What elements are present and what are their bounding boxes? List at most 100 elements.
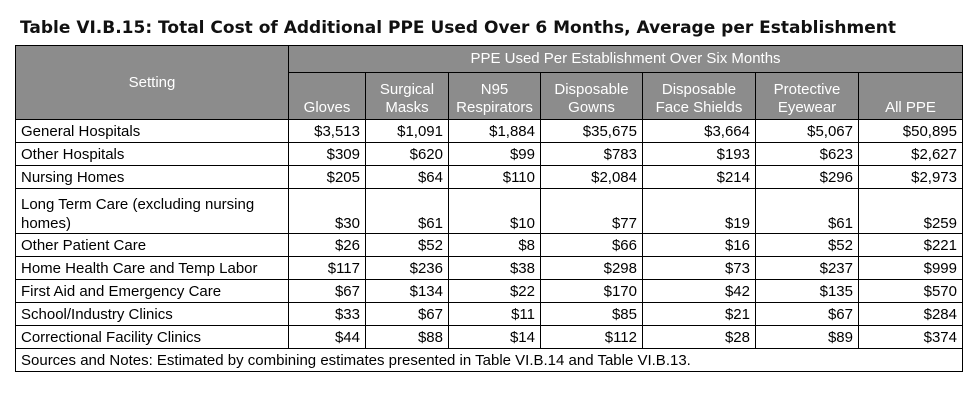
cost-cell: $38 — [448, 256, 541, 280]
cost-cell: $50,895 — [858, 119, 963, 143]
cost-cell: $67 — [755, 302, 859, 326]
cost-cell: $8 — [448, 233, 541, 257]
table-title: Table VI.B.15: Total Cost of Additional … — [20, 18, 897, 38]
table-row: Long Term Care (excluding nursing homes)… — [15, 188, 963, 234]
cost-cell: $999 — [858, 256, 963, 280]
cost-cell: $193 — [642, 142, 756, 166]
column-header: Gloves — [288, 72, 366, 120]
column-header: Surgical Masks — [365, 72, 449, 120]
ppe-cost-table: Setting PPE Used Per Establishment Over … — [15, 45, 963, 372]
cost-cell: $236 — [365, 256, 449, 280]
cost-cell: $11 — [448, 302, 541, 326]
cost-cell: $1,884 — [448, 119, 541, 143]
cost-cell: $214 — [642, 165, 756, 189]
column-header-line: Masks — [385, 99, 429, 116]
cost-cell: $623 — [755, 142, 859, 166]
cost-cell: $66 — [540, 233, 643, 257]
column-header: N95 Respirators — [448, 72, 541, 120]
cost-cell: $61 — [755, 188, 859, 234]
column-header: Protective Eyewear — [755, 72, 859, 120]
cost-cell: $783 — [540, 142, 643, 166]
cost-cell: $221 — [858, 233, 963, 257]
cost-cell: $28 — [642, 325, 756, 349]
cost-cell: $30 — [288, 188, 366, 234]
cost-cell: $21 — [642, 302, 756, 326]
setting-cell: General Hospitals — [15, 119, 289, 143]
cost-cell: $73 — [642, 256, 756, 280]
cost-cell: $33 — [288, 302, 366, 326]
cost-cell: $110 — [448, 165, 541, 189]
cost-cell: $42 — [642, 279, 756, 303]
setting-cell: Long Term Care (excluding nursing homes) — [15, 188, 289, 234]
column-header-line: Face Shields — [655, 99, 743, 116]
setting-cell: First Aid and Emergency Care — [15, 279, 289, 303]
column-header-line: Gowns — [568, 99, 615, 116]
table-row: Correctional Facility Clinics $44 $88 $14 $1… — [15, 325, 963, 349]
column-header-line: All PPE — [885, 99, 936, 116]
cost-cell: $64 — [365, 165, 449, 189]
column-header-line: Respirators — [456, 99, 533, 116]
cost-cell: $2,627 — [858, 142, 963, 166]
table-row: First Aid and Emergency Care $67 $134 $22 $1… — [15, 279, 963, 303]
cost-cell: $99 — [448, 142, 541, 166]
cost-cell: $117 — [288, 256, 366, 280]
cost-cell: $77 — [540, 188, 643, 234]
cost-cell: $67 — [288, 279, 366, 303]
cost-cell: $135 — [755, 279, 859, 303]
cost-cell: $620 — [365, 142, 449, 166]
cost-cell: $14 — [448, 325, 541, 349]
column-header-line: Surgical — [379, 81, 435, 98]
cost-cell: $259 — [858, 188, 963, 234]
cost-cell: $112 — [540, 325, 643, 349]
setting-cell: Other Hospitals — [15, 142, 289, 166]
cost-cell: $61 — [365, 188, 449, 234]
table-row: Nursing Homes $205 $64 $110 $2,084 $214 $296 $2… — [15, 165, 963, 189]
cost-cell: $10 — [448, 188, 541, 234]
cost-cell: $67 — [365, 302, 449, 326]
setting-cell: Nursing Homes — [15, 165, 289, 189]
cost-cell: $88 — [365, 325, 449, 349]
cost-cell: $85 — [540, 302, 643, 326]
cost-cell: $205 — [288, 165, 366, 189]
column-header: Disposable Gowns — [540, 72, 643, 120]
table-row: School/Industry Clinics $33 $67 $11 $85 $21 $6… — [15, 302, 963, 326]
column-header-line: Disposable — [661, 81, 737, 98]
cost-cell: $5,067 — [755, 119, 859, 143]
cost-cell: $52 — [755, 233, 859, 257]
setting-cell: Home Health Care and Temp Labor — [15, 256, 289, 280]
cost-cell: $570 — [858, 279, 963, 303]
table-row: General Hospitals $3,513 $1,091 $1,884 $35,6… — [15, 119, 963, 143]
cost-cell: $19 — [642, 188, 756, 234]
cost-cell: $26 — [288, 233, 366, 257]
table-row: Other Hospitals $309 $620 $99 $783 $193 $623 $2… — [15, 142, 963, 166]
cost-cell: $35,675 — [540, 119, 643, 143]
cost-cell: $2,973 — [858, 165, 963, 189]
cost-cell: $52 — [365, 233, 449, 257]
column-header-line: Eyewear — [777, 99, 837, 116]
column-header: All PPE — [858, 72, 963, 120]
cost-cell: $2,084 — [540, 165, 643, 189]
table-row: Home Health Care and Temp Labor $117 $236 $… — [15, 256, 963, 280]
cost-cell: $170 — [540, 279, 643, 303]
sources-notes: Sources and Notes: Estimated by combinin… — [15, 348, 963, 372]
cost-cell: $1,091 — [365, 119, 449, 143]
setting-column-header: Setting — [15, 45, 289, 120]
cost-cell: $89 — [755, 325, 859, 349]
cost-cell: $3,664 — [642, 119, 756, 143]
cost-cell: $134 — [365, 279, 449, 303]
cost-cell: $296 — [755, 165, 859, 189]
table-row: Other Patient Care $26 $52 $8 $66 $16 $52 $221 — [15, 233, 963, 257]
cost-cell: $374 — [858, 325, 963, 349]
setting-cell: School/Industry Clinics — [15, 302, 289, 326]
setting-cell: Other Patient Care — [15, 233, 289, 257]
column-header-line: Protective — [773, 81, 841, 98]
cost-cell: $284 — [858, 302, 963, 326]
cost-cell: $44 — [288, 325, 366, 349]
cost-cell: $22 — [448, 279, 541, 303]
column-header-line: Disposable — [554, 81, 629, 98]
column-header: Disposable Face Shields — [642, 72, 756, 120]
cost-cell: $309 — [288, 142, 366, 166]
setting-cell: Correctional Facility Clinics — [15, 325, 289, 349]
cost-cell: $16 — [642, 233, 756, 257]
cost-cell: $298 — [540, 256, 643, 280]
